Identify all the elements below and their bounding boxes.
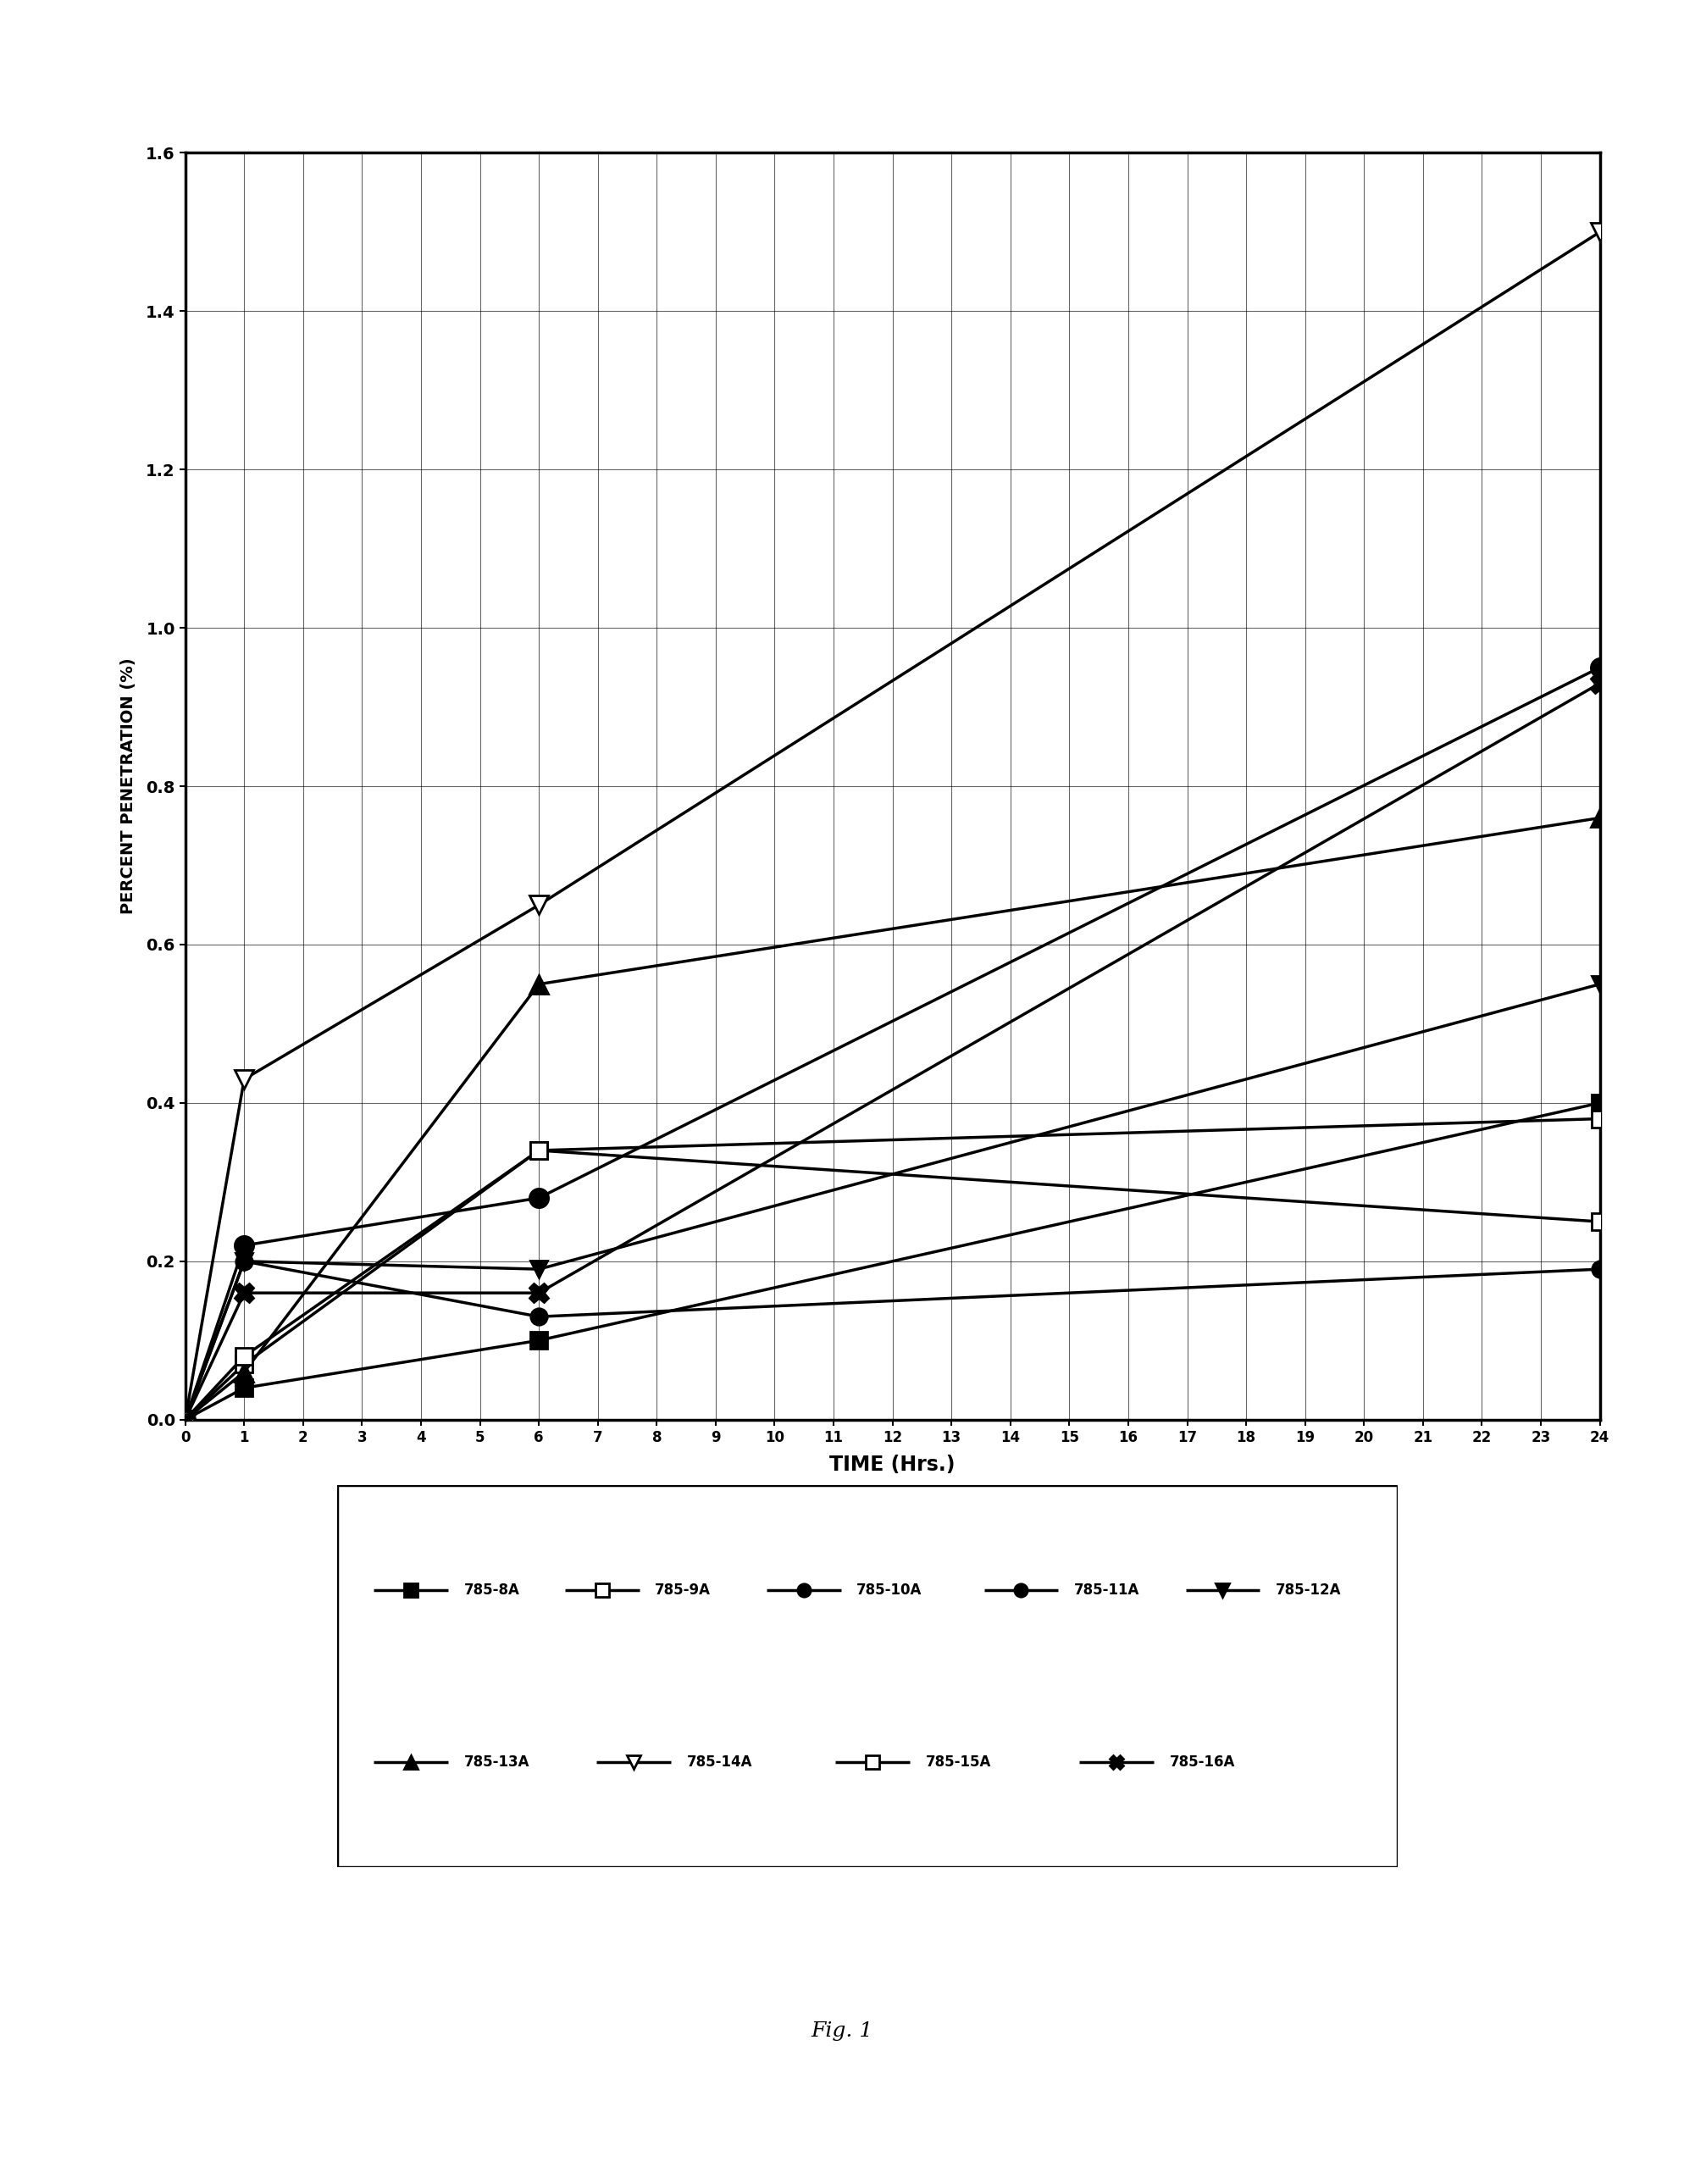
Text: 785-14A: 785-14A — [687, 1754, 753, 1769]
785-10A — [529, 1184, 549, 1210]
785-14A — [234, 1066, 254, 1092]
Text: 785-11A: 785-11A — [1074, 1583, 1140, 1599]
785-13A — [529, 972, 549, 998]
Line: 785-13A: 785-13A — [175, 808, 1610, 1428]
Y-axis label: PERCENT PENETRATION (%): PERCENT PENETRATION (%) — [120, 657, 136, 915]
785-14A — [529, 891, 549, 917]
785-13A — [1590, 806, 1610, 832]
785-9A — [175, 1406, 195, 1433]
785-12A — [1590, 972, 1610, 998]
785-16A — [1590, 670, 1610, 697]
785-12A — [234, 1249, 254, 1275]
785-8A — [234, 1376, 254, 1402]
785-15A — [234, 1343, 254, 1369]
785-11A — [529, 1304, 549, 1330]
785-8A — [529, 1328, 549, 1354]
785-10A — [1590, 655, 1610, 681]
Text: 785-10A: 785-10A — [857, 1583, 923, 1599]
785-13A — [175, 1406, 195, 1433]
X-axis label: TIME (Hrs.): TIME (Hrs.) — [830, 1455, 955, 1474]
785-16A — [234, 1280, 254, 1306]
Line: 785-9A: 785-9A — [177, 1109, 1608, 1428]
785-10A — [234, 1232, 254, 1258]
785-15A — [175, 1406, 195, 1433]
Text: 785-8A: 785-8A — [465, 1583, 520, 1599]
785-9A — [234, 1352, 254, 1378]
785-14A — [1590, 218, 1610, 245]
Line: 785-11A: 785-11A — [177, 1254, 1608, 1428]
Text: 785-13A: 785-13A — [465, 1754, 530, 1769]
785-14A — [175, 1406, 195, 1433]
785-10A — [175, 1406, 195, 1433]
Text: 785-12A: 785-12A — [1276, 1583, 1342, 1599]
785-16A — [529, 1280, 549, 1306]
Line: 785-10A: 785-10A — [175, 657, 1610, 1428]
785-8A — [175, 1406, 195, 1433]
Line: 785-8A: 785-8A — [177, 1094, 1608, 1428]
Text: 785-9A: 785-9A — [655, 1583, 711, 1599]
785-11A — [234, 1249, 254, 1275]
FancyBboxPatch shape — [337, 1485, 1398, 1867]
Line: 785-14A: 785-14A — [175, 223, 1610, 1428]
785-8A — [1590, 1090, 1610, 1116]
Line: 785-15A: 785-15A — [177, 1142, 1608, 1428]
785-15A — [1590, 1208, 1610, 1234]
785-9A — [1590, 1105, 1610, 1131]
785-11A — [175, 1406, 195, 1433]
785-12A — [529, 1256, 549, 1282]
Text: 785-16A: 785-16A — [1170, 1754, 1234, 1769]
785-13A — [234, 1358, 254, 1385]
785-12A — [175, 1406, 195, 1433]
Text: Fig. 1: Fig. 1 — [812, 2022, 872, 2040]
785-11A — [1590, 1256, 1610, 1282]
Line: 785-12A: 785-12A — [177, 976, 1608, 1428]
Line: 785-16A: 785-16A — [175, 675, 1610, 1428]
785-9A — [529, 1138, 549, 1164]
785-15A — [529, 1138, 549, 1164]
785-16A — [175, 1406, 195, 1433]
Text: 785-15A: 785-15A — [926, 1754, 992, 1769]
